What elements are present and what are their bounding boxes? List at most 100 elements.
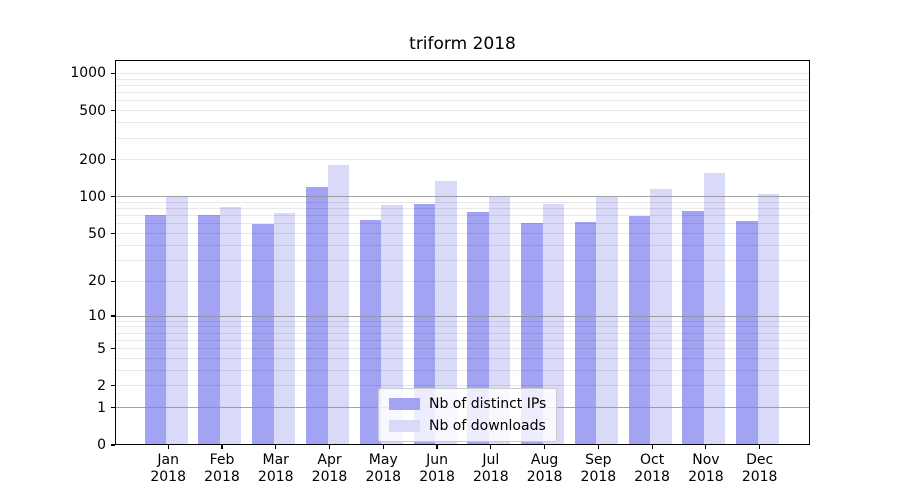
x-tick-label: Sep 2018	[566, 452, 630, 486]
x-tick-mark	[597, 445, 599, 449]
x-tick-label: Aug 2018	[513, 452, 577, 486]
x-tick-label-line: Oct	[640, 452, 665, 468]
x-tick-label-line: 2018	[150, 469, 186, 485]
x-tick-label-line: Sep	[585, 452, 612, 468]
y-tick-label: 200	[79, 151, 106, 168]
bar	[628, 216, 651, 445]
bar	[596, 196, 618, 445]
bar	[467, 212, 489, 445]
chart-title: triform 2018	[409, 34, 516, 54]
x-tick-mark	[436, 445, 438, 449]
x-tick-label-line: Jun	[426, 452, 448, 468]
bar	[273, 213, 296, 445]
x-tick-label: Apr 2018	[298, 452, 362, 486]
x-tick-label: Nov 2018	[674, 452, 738, 486]
bar	[198, 214, 220, 445]
x-tick-label: Jan 2018	[136, 452, 200, 486]
bar	[757, 194, 780, 445]
x-tick-label-line: Jan	[157, 452, 179, 468]
legend-swatch	[389, 398, 420, 410]
legend-item: Nb of downloads	[389, 418, 546, 434]
legend-label: Nb of downloads	[429, 418, 546, 434]
bar	[736, 221, 758, 445]
x-tick-label: Dec 2018	[728, 452, 792, 486]
bar	[650, 188, 672, 445]
y-tick-label: 20	[88, 273, 106, 290]
y-tick-mark	[111, 196, 115, 198]
y-tick-mark	[111, 315, 115, 317]
x-tick-mark	[328, 445, 331, 449]
x-tick-label-line: 2018	[204, 469, 240, 485]
bar	[166, 196, 188, 445]
x-tick-mark	[167, 445, 169, 449]
x-tick-label-line: 2018	[311, 469, 348, 485]
x-tick-label-line: 2018	[257, 469, 294, 485]
x-tick-label: May 2018	[351, 452, 415, 486]
x-tick-label-line: 2018	[580, 469, 617, 485]
y-tick-mark	[111, 72, 115, 74]
bar	[574, 222, 597, 445]
bar	[252, 223, 274, 445]
bar	[381, 205, 403, 445]
legend-label: Nb of distinct IPs	[429, 396, 547, 412]
x-tick-label: Oct 2018	[620, 452, 684, 486]
x-tick-label-line: 2018	[741, 469, 778, 485]
bar	[413, 203, 436, 445]
y-tick-mark	[111, 348, 115, 350]
bar	[327, 165, 349, 445]
x-tick-mark	[490, 445, 492, 449]
y-tick-mark	[111, 280, 115, 282]
x-tick-label: Jun 2018	[405, 452, 469, 486]
x-tick-label: Jul 2018	[459, 452, 523, 486]
x-tick-label-line: Dec	[746, 452, 774, 468]
y-tick-mark	[111, 407, 115, 409]
y-tick-mark	[111, 232, 115, 235]
y-tick-label: 5	[97, 340, 106, 357]
bar	[682, 211, 704, 445]
x-tick-label-line: Apr	[317, 452, 342, 468]
x-tick-label-line: 2018	[472, 469, 509, 485]
x-tick-label-line: 2018	[688, 469, 724, 485]
x-tick-label-line: 2018	[419, 469, 455, 485]
legend-swatch	[389, 420, 420, 432]
legend-box: Nb of distinct IPs Nb of downloads	[378, 388, 558, 442]
y-tick-mark	[111, 444, 115, 446]
bar	[703, 173, 726, 445]
x-tick-label: Feb 2018	[190, 452, 254, 486]
x-tick-label-line: Jul	[482, 452, 500, 468]
y-tick-label: 100	[79, 188, 106, 205]
y-tick-mark	[111, 385, 115, 387]
bar	[435, 180, 457, 445]
y-tick-label: 10	[88, 308, 106, 325]
y-tick-label: 1	[97, 399, 106, 416]
legend-item: Nb of distinct IPs	[389, 396, 546, 412]
x-tick-label-line: May	[368, 452, 398, 468]
bar	[542, 204, 565, 445]
bar	[488, 196, 511, 445]
x-tick-label-line: Aug	[530, 452, 559, 468]
y-tick-mark	[111, 159, 115, 161]
x-tick-label: Mar 2018	[244, 452, 308, 486]
bar	[144, 214, 167, 445]
y-tick-label: 500	[79, 102, 106, 119]
y-tick-label: 2	[97, 377, 106, 394]
y-tick-label: 0	[97, 437, 106, 453]
x-tick-label-line: Feb	[209, 452, 235, 468]
x-tick-mark	[759, 445, 761, 449]
x-tick-mark	[221, 445, 223, 449]
x-tick-label-line: Mar	[262, 452, 289, 468]
y-tick-label: 50	[88, 225, 106, 242]
x-tick-mark	[275, 445, 277, 449]
x-tick-label-line: 2018	[526, 469, 563, 485]
x-tick-mark	[705, 445, 707, 449]
y-tick-label: 1000	[70, 65, 106, 82]
x-tick-mark	[382, 445, 384, 449]
x-tick-label-line: 2018	[634, 469, 670, 485]
x-tick-label-line: 2018	[365, 469, 402, 485]
y-tick-mark	[111, 110, 115, 112]
x-tick-mark	[651, 445, 653, 449]
x-tick-label-line: Nov	[692, 452, 720, 468]
